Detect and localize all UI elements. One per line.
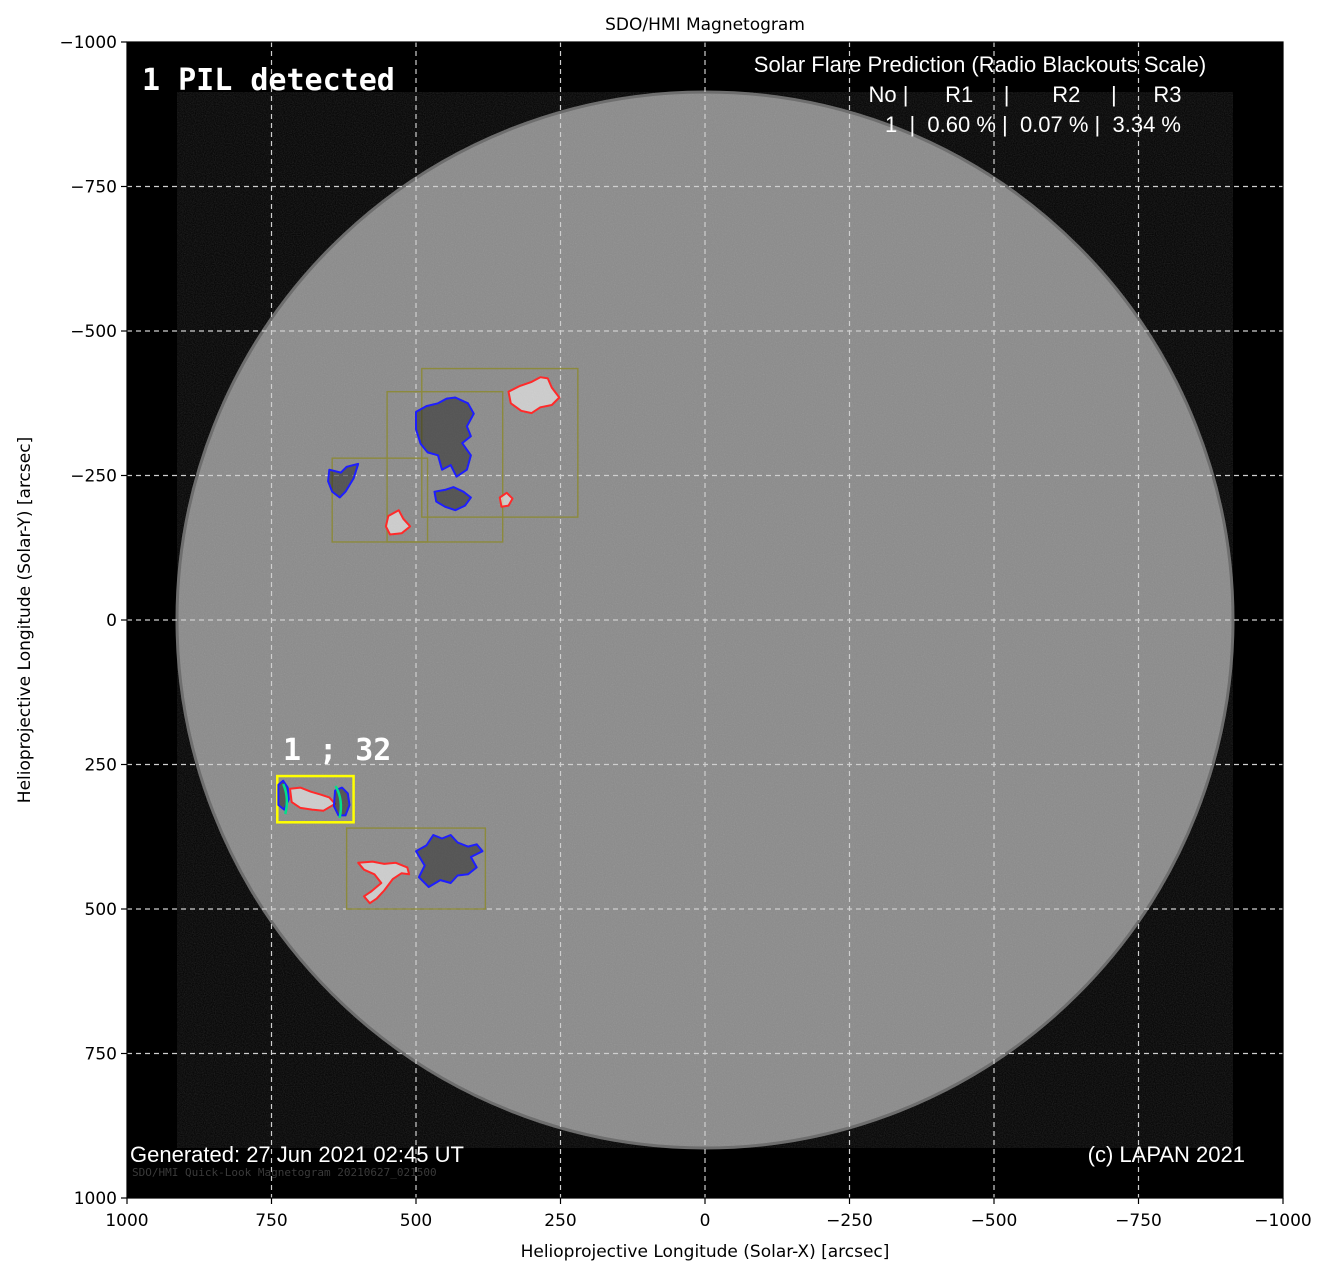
pil-detected-text: 1 PIL detected: [142, 63, 395, 98]
negative-polarity-contour: [433, 486, 472, 512]
pil-line: [334, 785, 343, 819]
polarity-fill: [416, 397, 474, 477]
x-axis-label: Helioprojective Longitude (Solar-X) [arc…: [521, 1242, 890, 1262]
y-tick-label: −250: [70, 467, 117, 487]
plot-area: 1 PIL detected 1 ; 32 Solar Flare Predic…: [127, 42, 1283, 1198]
negative-polarity-contour: [415, 396, 475, 478]
active-region-box: [331, 457, 429, 543]
negative-polarity-contour: [332, 786, 351, 817]
y-tick-label: 0: [106, 611, 117, 631]
negative-polarity-contour: [327, 462, 360, 499]
grid-lines: [127, 42, 1283, 1198]
pil-line: [282, 783, 289, 815]
negative-polarity-contour: [277, 779, 290, 811]
x-tick-label: 1000: [105, 1211, 148, 1231]
x-tick-label: −250: [826, 1211, 873, 1231]
positive-polarity-contour: [507, 376, 561, 415]
y-tick-label: 250: [85, 756, 117, 776]
polarity-fill: [385, 510, 411, 535]
negative-polarity-contour: [415, 834, 484, 888]
polarity-fill: [434, 487, 471, 511]
positive-polarity-contour: [289, 786, 337, 812]
figure-title: SDO/HMI Magnetogram: [605, 15, 805, 35]
active-regions: [276, 367, 579, 910]
positive-polarity-contour: [384, 509, 412, 536]
generated-timestamp: Generated: 27 Jun 2021 02:45 UT: [130, 1142, 464, 1167]
y-tick-label: 500: [85, 900, 117, 920]
positive-polarity-contour: [357, 860, 411, 905]
active-region-box: [345, 827, 487, 910]
positive-polarity-contour: [498, 491, 514, 508]
x-axis-ticks: 1000 750 500 250 0 −250 −500 −750 −1000: [105, 1198, 1312, 1231]
y-tick-label: −1000: [59, 33, 117, 53]
y-axis-label: Helioprojective Longitude (Solar-Y) [arc…: [15, 437, 35, 803]
x-tick-label: −750: [1115, 1211, 1162, 1231]
prediction-header: No | R1 | R2 | R3: [868, 82, 1181, 107]
active-region-box: [386, 390, 504, 543]
polarity-contours: [277, 376, 561, 905]
faint-caption: SDO/HMI Quick-Look Magnetogram 20210627_…: [132, 1166, 437, 1179]
copyright-text: (c) LAPAN 2021: [1088, 1142, 1245, 1167]
prediction-title: Solar Flare Prediction (Radio Blackouts …: [754, 52, 1206, 77]
active-region-box: [421, 367, 579, 518]
polarity-fill: [290, 787, 336, 811]
x-tick-label: −500: [971, 1211, 1018, 1231]
y-tick-label: −750: [70, 178, 117, 198]
y-tick-label: −500: [70, 322, 117, 342]
x-tick-label: 500: [400, 1211, 432, 1231]
prediction-values: 1 | 0.60 % | 0.07 % | 3.34 %: [885, 112, 1181, 137]
x-tick-label: 250: [544, 1211, 576, 1231]
x-tick-label: −1000: [1254, 1211, 1312, 1231]
y-tick-label: 1000: [74, 1189, 117, 1209]
y-axis-ticks: −1000 −750 −500 −250 0 250 500 750 1000: [59, 33, 127, 1209]
y-tick-label: 750: [85, 1045, 117, 1065]
x-tick-label: 0: [700, 1211, 711, 1231]
region-label: 1 ; 32: [283, 733, 391, 768]
x-tick-label: 750: [255, 1211, 287, 1231]
pil-bounding-box: [276, 774, 355, 824]
